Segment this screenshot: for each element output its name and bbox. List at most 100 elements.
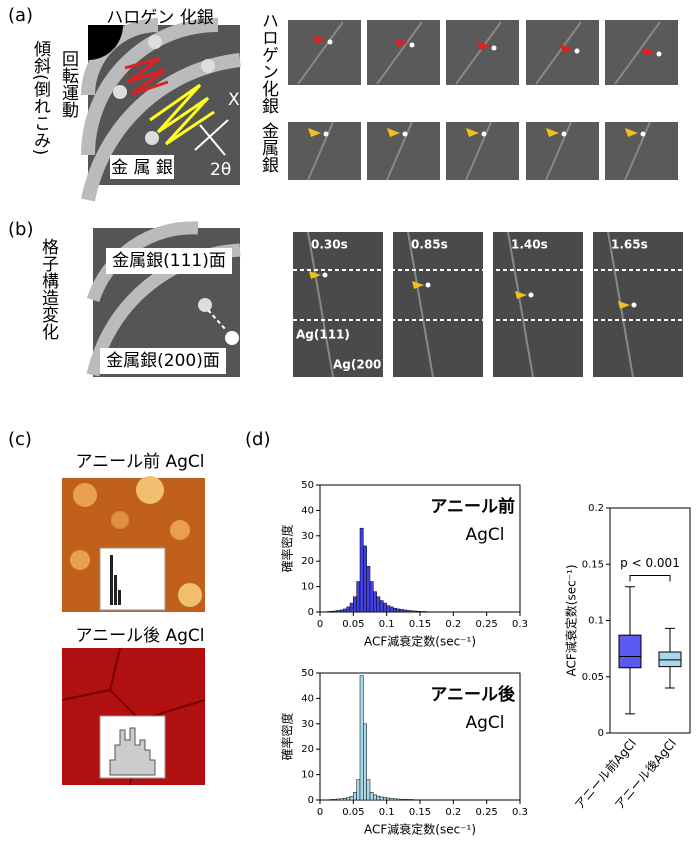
- panel-label: (b): [8, 219, 33, 240]
- bar: [359, 675, 364, 801]
- label: 2θ: [210, 160, 231, 180]
- streak: [297, 21, 344, 85]
- bar: [369, 581, 374, 613]
- y-tick-label: 0.15: [582, 559, 604, 570]
- bar: [393, 798, 397, 801]
- bar: [406, 799, 411, 801]
- arrow: [515, 291, 527, 299]
- micrograph: [446, 122, 519, 180]
- bar: [356, 581, 361, 613]
- streak: [614, 21, 661, 85]
- bar: [336, 798, 341, 801]
- bar: [403, 798, 407, 801]
- streak: [307, 121, 334, 181]
- x-tick-label: 0.3: [512, 619, 528, 630]
- streak: [455, 21, 502, 85]
- panel-label: (d): [245, 429, 270, 450]
- x-tick-label: 0: [317, 619, 323, 630]
- x-tick-label: 0.05: [342, 619, 364, 630]
- particle: [574, 48, 580, 54]
- bar: [326, 611, 331, 613]
- x-tick-label: 0.05: [342, 807, 364, 818]
- x-tick-label: 0.15: [409, 619, 431, 630]
- bar: [379, 796, 384, 801]
- y-tick-label: 10: [301, 582, 314, 593]
- streak: [507, 231, 534, 378]
- title: アニール前 AgCl: [75, 452, 204, 472]
- streak: [376, 21, 423, 85]
- particle: [481, 131, 487, 137]
- x-axis-label: ACF減衰定数(sec⁻¹): [364, 822, 476, 837]
- annotation: AgCl: [465, 713, 504, 733]
- bar: [339, 609, 344, 613]
- bar: [423, 611, 427, 613]
- box: [618, 634, 642, 669]
- label: X: [228, 90, 240, 110]
- y-tick-label: 40: [301, 693, 314, 704]
- streak: [545, 121, 572, 181]
- bar: [363, 545, 367, 613]
- label: Ag(200): [333, 358, 387, 372]
- arrow: [642, 47, 655, 56]
- arrow: [313, 35, 326, 44]
- bar: [383, 602, 387, 613]
- bar: [376, 596, 381, 613]
- arrow: [546, 128, 559, 137]
- bar: [366, 779, 371, 801]
- bar: [393, 607, 397, 613]
- panel-label: (c): [8, 429, 32, 450]
- bar: [346, 606, 351, 613]
- x-tick-label: 0: [317, 807, 323, 818]
- micrograph: [493, 232, 583, 377]
- particle: [327, 39, 333, 45]
- micrograph: [526, 20, 599, 85]
- x-tick-label: 0.3: [512, 807, 528, 818]
- bar: [383, 797, 387, 801]
- bar: [373, 591, 377, 613]
- bar: [376, 795, 381, 801]
- arrow: [412, 281, 424, 289]
- row-label: ハロゲン化銀: [258, 12, 279, 114]
- bar: [403, 609, 407, 613]
- arrow: [395, 38, 408, 47]
- y-tick-label: 0.05: [582, 672, 604, 683]
- micrograph: [605, 122, 678, 180]
- row-label: 金属銀: [258, 122, 279, 173]
- y-tick-label: 50: [301, 668, 314, 679]
- bar: [406, 610, 411, 613]
- bar: [419, 611, 424, 613]
- y-tick-label: 0: [308, 607, 314, 618]
- bar: [373, 794, 377, 801]
- arrow: [477, 41, 490, 50]
- y-axis-label: 確率密度: [280, 524, 295, 572]
- particle: [656, 51, 662, 57]
- micrograph: [293, 232, 383, 377]
- bar: [389, 798, 394, 801]
- streak: [535, 21, 582, 85]
- label: 金属銀(200)面: [106, 351, 220, 371]
- bar: [369, 792, 374, 801]
- arrow: [618, 301, 630, 309]
- x-tick-label: 0.2: [445, 807, 461, 818]
- bar: [416, 610, 421, 613]
- micrograph: [288, 20, 361, 85]
- streak: [624, 121, 651, 181]
- x-tick-label: 0.25: [476, 619, 498, 630]
- arrow: [625, 128, 638, 137]
- bar: [336, 610, 341, 613]
- bar: [353, 596, 357, 613]
- bar: [346, 797, 351, 801]
- bar: [333, 610, 337, 613]
- particle: [631, 302, 637, 308]
- x-axis-label: ACF減衰定数(sec⁻¹): [364, 634, 476, 649]
- bar: [343, 797, 347, 801]
- arrow: [309, 271, 321, 279]
- label: 傾斜(倒れこみ): [30, 40, 51, 155]
- particle: [425, 282, 431, 288]
- time-label: 1.40s: [511, 238, 548, 252]
- streak: [465, 121, 492, 181]
- schematic-b: [86, 221, 241, 377]
- panel-label: (a): [8, 5, 33, 26]
- streak: [407, 231, 434, 378]
- streak: [386, 121, 413, 181]
